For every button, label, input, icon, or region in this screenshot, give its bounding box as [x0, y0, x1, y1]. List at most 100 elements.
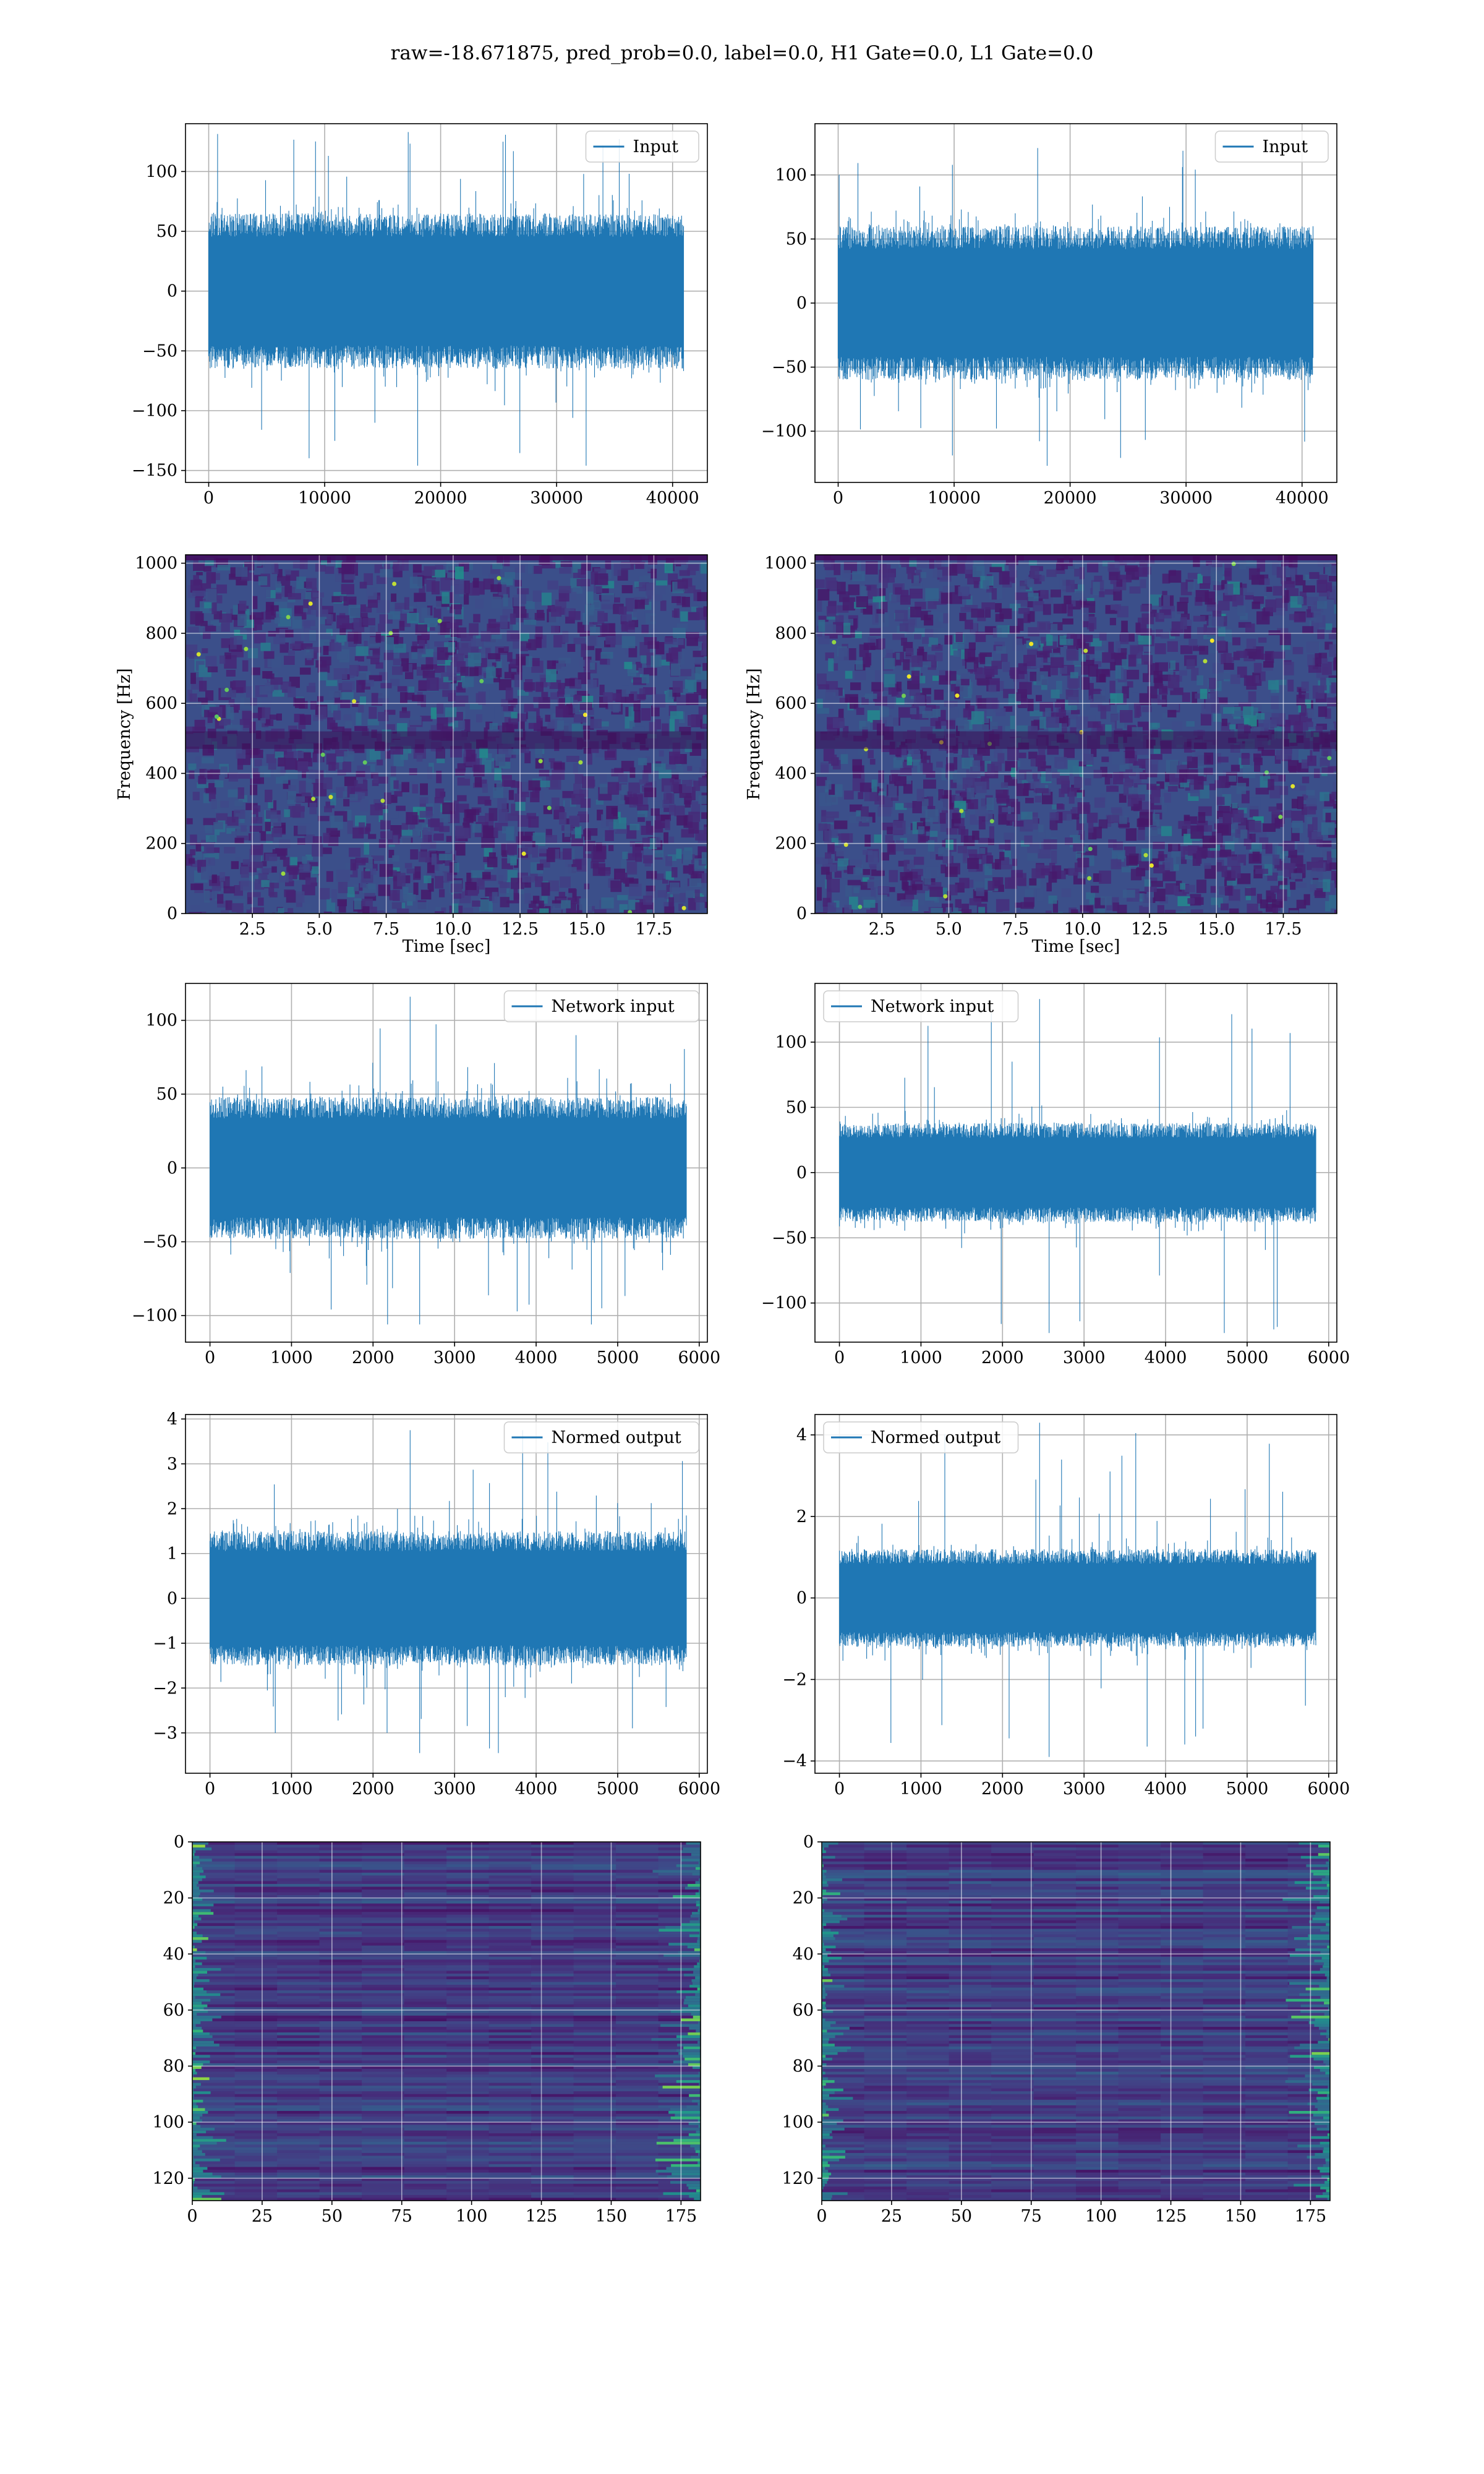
x-tick-label: 15.0	[1198, 920, 1235, 939]
l1-normed-output-panel: Normed output 0 1000 2000 3000 4000 5000 6000 −4…	[782, 1414, 1350, 1799]
y-tick-label: 50	[786, 1098, 807, 1117]
y-tick-label: 100	[775, 1033, 807, 1052]
x-tick-label: 10.0	[1064, 920, 1101, 939]
y-tick-label: 0	[167, 1589, 177, 1608]
y-tick-label: 0	[174, 1833, 184, 1852]
x-tick-label: 50	[951, 2207, 972, 2226]
l1-normed-output-trace	[839, 1423, 1316, 1757]
l1-spectrogram-plot-area	[815, 555, 1337, 914]
y-tick-label: 3	[167, 1455, 177, 1474]
x-tick-label: 125	[526, 2207, 558, 2226]
l1-feature-map-panel: 0 25 50 75 100 125 150 175 0 20 40 60 80 100 120	[782, 1833, 1331, 2226]
h1-input-panel: Input 0 10000 20000 30000 40000 −150 −100 −50 0 50…	[132, 123, 708, 508]
x-tick-label: 50	[322, 2207, 343, 2226]
y-tick-label: 120	[152, 2169, 184, 2188]
l1-input-plot-area	[815, 124, 1337, 482]
y-tick-label: 0	[167, 282, 177, 301]
y-tick-label: 50	[786, 229, 807, 249]
l1-normed-output-frame	[814, 1414, 1337, 1774]
x-tick-label: 4000	[515, 1348, 558, 1368]
x-tick-label: 2000	[352, 1779, 394, 1799]
y-tick-label: −4	[782, 1752, 807, 1771]
x-tick-label: 5000	[1226, 1348, 1269, 1368]
x-tick-label: 5000	[597, 1348, 639, 1368]
x-tick-label: 75	[391, 2207, 412, 2226]
h1-spectrogram-plot-area	[186, 555, 707, 914]
l1-feature-map-frame	[821, 1841, 1331, 2201]
x-tick-label: 3000	[433, 1779, 476, 1799]
y-tick-label: 1	[167, 1544, 177, 1564]
x-tick-label: 5000	[597, 1779, 639, 1799]
x-tick-label: 0	[816, 2207, 827, 2226]
h1-spectrogram-frame	[185, 554, 708, 914]
y-tick-label: 50	[156, 222, 177, 241]
x-tick-label: 6000	[678, 1348, 720, 1368]
h1-normed-output-legend: Normed output	[503, 1421, 699, 1453]
h1-input-trace	[208, 132, 684, 466]
x-tick-label: 7.5	[1002, 920, 1029, 939]
x-axis-label: Time [sec]	[403, 937, 491, 956]
l1-input-panel: Input 0 10000 20000 30000 40000 −100 −50 0 50 100	[761, 123, 1337, 508]
y-tick-label: −100	[761, 422, 807, 441]
y-tick-label: 80	[163, 2057, 184, 2076]
y-tick-label: −150	[132, 461, 177, 481]
legend-label: Normed output	[552, 1428, 681, 1447]
y-tick-label: 40	[793, 1945, 814, 1964]
legend-label: Input	[1263, 137, 1308, 156]
h1-feature-map-frame	[192, 1841, 701, 2201]
y-tick-label: −1	[153, 1634, 177, 1653]
x-tick-label: 1000	[270, 1779, 313, 1799]
l1-spectrogram-frame	[814, 554, 1337, 914]
legend-label: Network input	[871, 997, 994, 1016]
y-tick-label: 60	[163, 2001, 184, 2020]
h1-normed-output-frame	[185, 1414, 708, 1774]
y-tick-label: 0	[803, 1833, 814, 1852]
x-tick-label: 4000	[515, 1779, 558, 1799]
x-tick-label: 7.5	[373, 920, 399, 939]
y-tick-label: 20	[163, 1889, 184, 1908]
h1-normed-output-panel: Normed output 0 1000 2000 3000 4000 5000 6000 −3…	[153, 1410, 720, 1799]
y-tick-label: −100	[132, 401, 177, 421]
x-tick-label: 175	[665, 2207, 697, 2226]
y-tick-label: 100	[152, 2113, 184, 2132]
l1-normed-output-legend: Normed output	[823, 1421, 1019, 1453]
dark-frequency-band	[815, 731, 1337, 749]
dark-frequency-band	[186, 731, 707, 749]
x-tick-label: 2.5	[239, 920, 266, 939]
figure-title: raw=-18.671875, pred_prob=0.0, label=0.0…	[390, 42, 1094, 64]
x-tick-label: 25	[881, 2207, 902, 2226]
x-tick-label: 30000	[530, 489, 583, 508]
y-tick-label: 200	[145, 834, 177, 854]
x-tick-label: 0	[834, 1348, 845, 1368]
x-tick-label: 5.0	[936, 920, 962, 939]
l1-input-trace	[837, 148, 1314, 466]
y-tick-label: 4	[167, 1410, 177, 1429]
y-axis-label: Frequency [Hz]	[115, 668, 134, 800]
y-tick-label: −3	[153, 1724, 177, 1743]
x-tick-label: 0	[834, 1779, 845, 1799]
x-tick-label: 2000	[981, 1348, 1024, 1368]
y-tick-label: 0	[796, 1163, 807, 1183]
y-tick-label: 20	[793, 1889, 814, 1908]
l1-normed-output-plot-area	[815, 1415, 1337, 1773]
y-tick-label: −50	[772, 1228, 807, 1248]
x-tick-label: 2000	[352, 1348, 394, 1368]
y-tick-label: 50	[156, 1085, 177, 1104]
x-tick-label: 4000	[1145, 1779, 1187, 1799]
x-tick-label: 3000	[1063, 1779, 1106, 1799]
h1-feature-map-panel: 0 25 50 75 100 125 150 175 0 20 40 60 80 100 120	[152, 1833, 701, 2226]
x-tick-label: 10000	[298, 489, 351, 508]
l1-spectrogram-panel: 2.5 5.0 7.5 10.0 12.5 15.0 17.5 0 200 400 600 800 10…	[744, 554, 1337, 956]
x-tick-label: 0	[203, 489, 214, 508]
h1-network-input-plot-area	[186, 983, 707, 1342]
h1-normed-output-trace	[210, 1430, 687, 1753]
y-axis-label: Frequency [Hz]	[744, 668, 764, 800]
y-tick-label: 600	[775, 694, 807, 713]
x-tick-label: 0	[205, 1779, 215, 1799]
x-tick-label: 10000	[927, 489, 981, 508]
y-tick-label: 800	[775, 624, 807, 643]
y-tick-label: 0	[796, 1589, 807, 1608]
y-tick-label: 100	[775, 166, 807, 185]
y-tick-label: −100	[761, 1294, 807, 1313]
